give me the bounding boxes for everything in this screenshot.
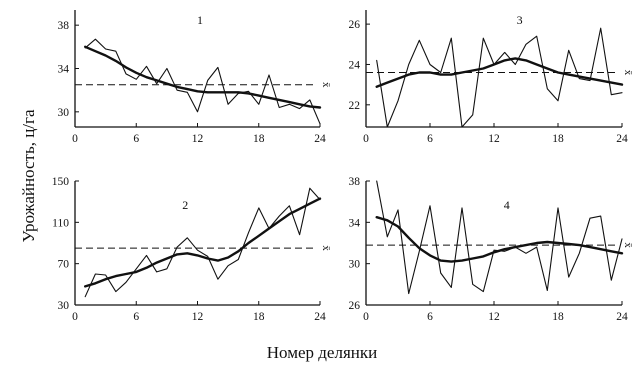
x-tick-label: 12 bbox=[192, 311, 204, 323]
mean-label: x̄ bbox=[320, 82, 332, 88]
y-tick-label: 110 bbox=[52, 217, 69, 229]
x-tick-label: 24 bbox=[314, 133, 326, 145]
y-axis-label: Урожайность, ц/га bbox=[19, 109, 38, 243]
y-tick-label: 34 bbox=[58, 64, 70, 76]
x-tick-label: 12 bbox=[488, 133, 500, 145]
x-tick-label: 6 bbox=[427, 133, 433, 145]
mean-label: x̄ bbox=[320, 245, 332, 251]
x-tick-label: 0 bbox=[72, 311, 78, 323]
observed-series-line bbox=[84, 38, 321, 125]
y-tick-label: 22 bbox=[349, 100, 361, 112]
x-tick-label: 6 bbox=[133, 311, 139, 323]
mean-label: x̄ bbox=[622, 242, 634, 248]
x-tick-label: 18 bbox=[253, 133, 265, 145]
y-tick-label: 38 bbox=[58, 20, 70, 32]
y-tick-label: 34 bbox=[349, 217, 361, 229]
y-tick-label: 30 bbox=[58, 300, 70, 312]
observed-series-line bbox=[376, 27, 623, 128]
x-tick-label: 6 bbox=[427, 311, 433, 323]
y-tick-label: 70 bbox=[58, 259, 70, 271]
y-tick-label: 26 bbox=[349, 19, 361, 31]
chart-panel-1: 0 6 12 18 24 30 34 38 x̄ 1 bbox=[58, 10, 332, 145]
observed-series-line bbox=[376, 180, 623, 295]
observed-series-line bbox=[84, 187, 321, 298]
y-tick-label: 30 bbox=[58, 107, 70, 119]
x-tick-label: 12 bbox=[192, 133, 204, 145]
chart-panel-4: 0 6 12 18 24 26 30 34 38 x̄ 4 bbox=[349, 176, 635, 323]
x-tick-label: 24 bbox=[616, 133, 628, 145]
trend-series-line bbox=[375, 57, 624, 88]
x-axis-label: Номер делянки bbox=[267, 343, 377, 362]
trend-series-line bbox=[83, 197, 322, 288]
y-tick-label: 30 bbox=[349, 259, 361, 271]
mean-label: x̄ bbox=[622, 70, 634, 76]
x-tick-label: 0 bbox=[72, 133, 78, 145]
panel-number: 2 bbox=[182, 198, 188, 212]
x-tick-label: 6 bbox=[133, 133, 139, 145]
x-tick-label: 12 bbox=[488, 311, 500, 323]
y-tick-label: 24 bbox=[349, 59, 361, 71]
x-tick-label: 18 bbox=[253, 311, 265, 323]
x-tick-label: 24 bbox=[314, 311, 326, 323]
y-tick-label: 150 bbox=[52, 176, 70, 188]
chart-panel-2: 0 6 12 18 24 30 70 110 150 x̄ 2 bbox=[52, 176, 332, 323]
x-tick-label: 18 bbox=[552, 311, 564, 323]
y-tick-label: 38 bbox=[349, 176, 361, 188]
chart-panel-3: 0 6 12 18 24 22 24 26 x̄ 3 bbox=[349, 10, 634, 145]
panel-number: 4 bbox=[504, 198, 510, 212]
y-tick-label: 26 bbox=[349, 300, 361, 312]
panel-number: 3 bbox=[517, 13, 523, 27]
panel-number: 1 bbox=[197, 13, 203, 27]
trend-series-line bbox=[83, 45, 322, 109]
x-tick-label: 0 bbox=[363, 133, 369, 145]
trend-series-line bbox=[375, 215, 624, 263]
x-tick-label: 0 bbox=[363, 311, 369, 323]
x-tick-label: 18 bbox=[552, 133, 564, 145]
x-tick-label: 24 bbox=[616, 311, 628, 323]
